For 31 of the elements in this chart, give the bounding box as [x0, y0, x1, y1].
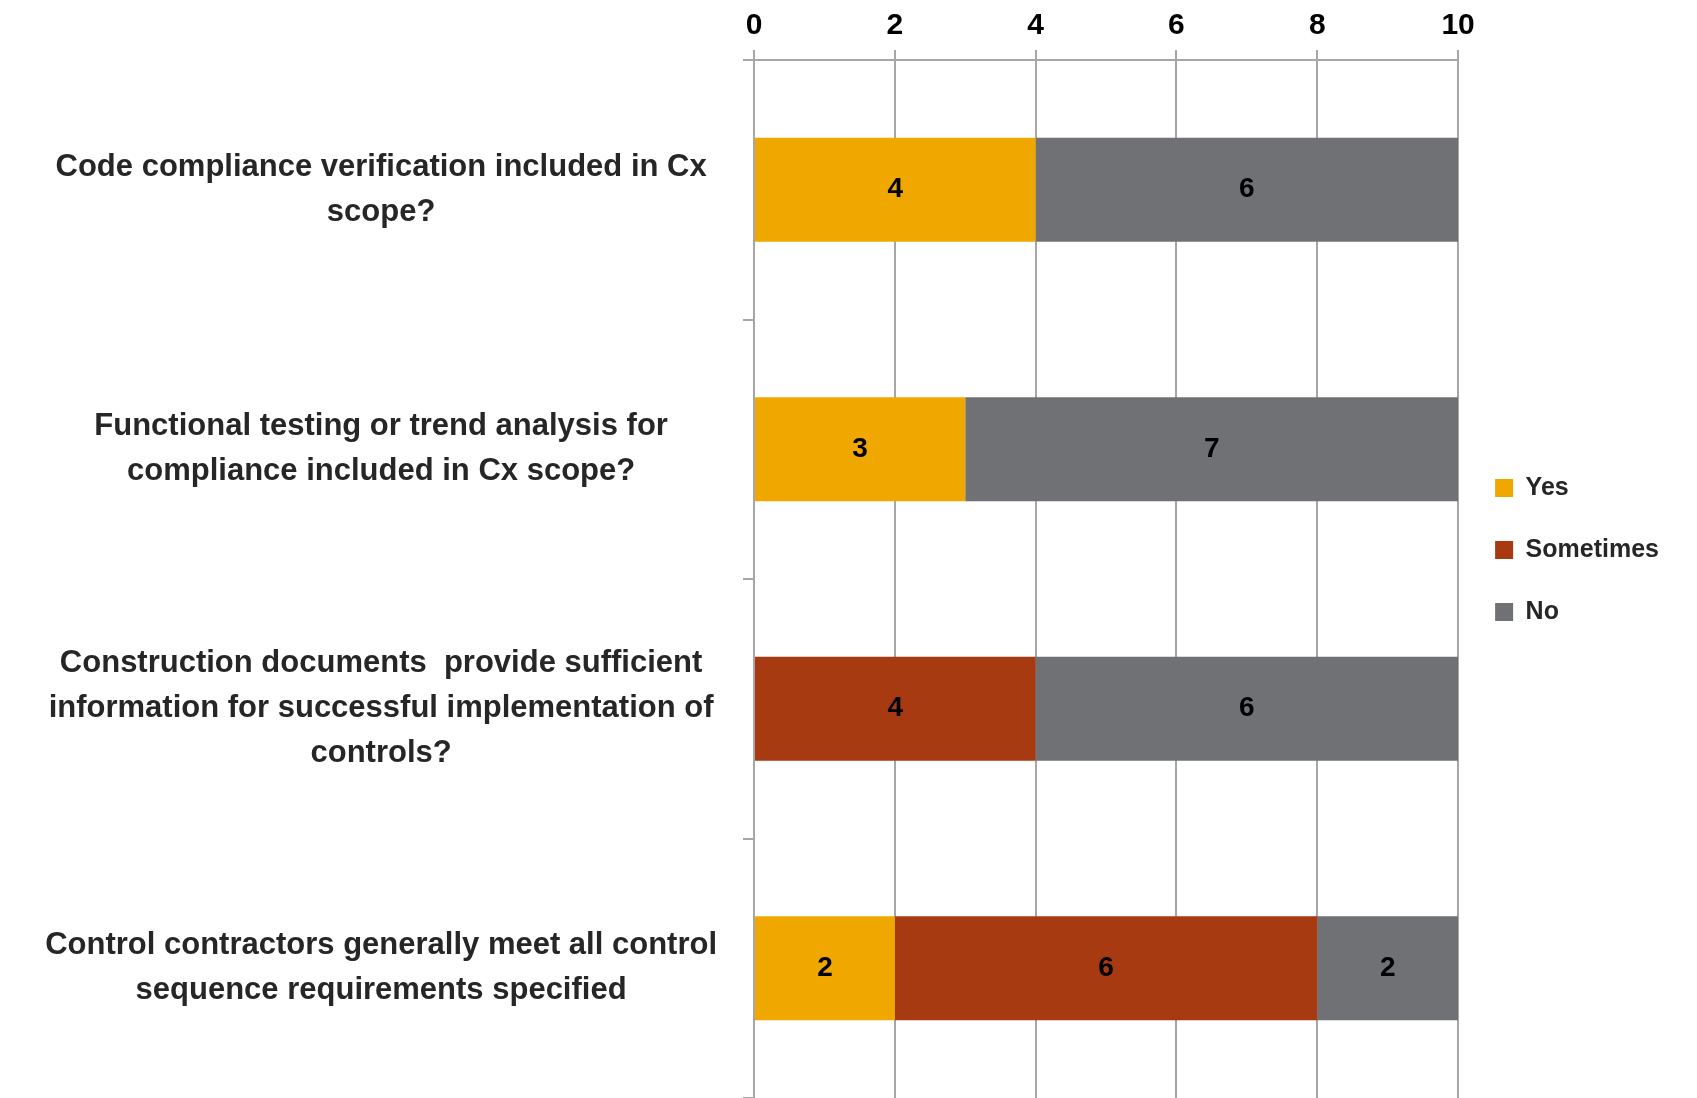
x-tick-label: 6 [1168, 7, 1185, 41]
y-tick-label: Construction documents provide sufficient information for successful implementation of controls? [48, 644, 715, 770]
data-label: 6 [1239, 172, 1255, 204]
data-label: 2 [1379, 950, 1396, 982]
data-label: 7 [1203, 431, 1220, 463]
data-label: 6 [1239, 691, 1255, 723]
bar [755, 916, 895, 1021]
y-tick-label: Functional testing or trend analysis for compliance included in Cx scope? [94, 407, 668, 488]
data-label: 6 [1098, 950, 1114, 982]
x-tick-label: 0 [745, 7, 763, 41]
x-tick-label: 4 [1027, 7, 1045, 41]
bar [1035, 656, 1459, 761]
x-tick-label: 8 [1308, 7, 1326, 41]
data-label: 3 [852, 431, 868, 463]
bar [755, 656, 1036, 761]
legend-label: No [1525, 595, 1559, 624]
data-label: 2 [817, 950, 833, 982]
bar [1035, 137, 1459, 242]
bar [894, 916, 1318, 1021]
data-label: 4 [887, 172, 904, 204]
legend-label: Yes [1525, 471, 1569, 500]
bar [755, 397, 966, 502]
bar [965, 397, 1459, 502]
y-tick-label: Code compliance verification included in Cx scope? [55, 147, 708, 228]
y-tick-label: Control contractors generally meet all control sequence requirements specified [45, 926, 718, 1007]
data-label: 4 [887, 691, 904, 723]
x-tick-label: 2 [886, 7, 904, 41]
legend-label: Sometimes [1525, 533, 1659, 562]
x-tick-label: 10 [1441, 7, 1475, 41]
bar [1317, 916, 1459, 1021]
bar [755, 137, 1036, 242]
